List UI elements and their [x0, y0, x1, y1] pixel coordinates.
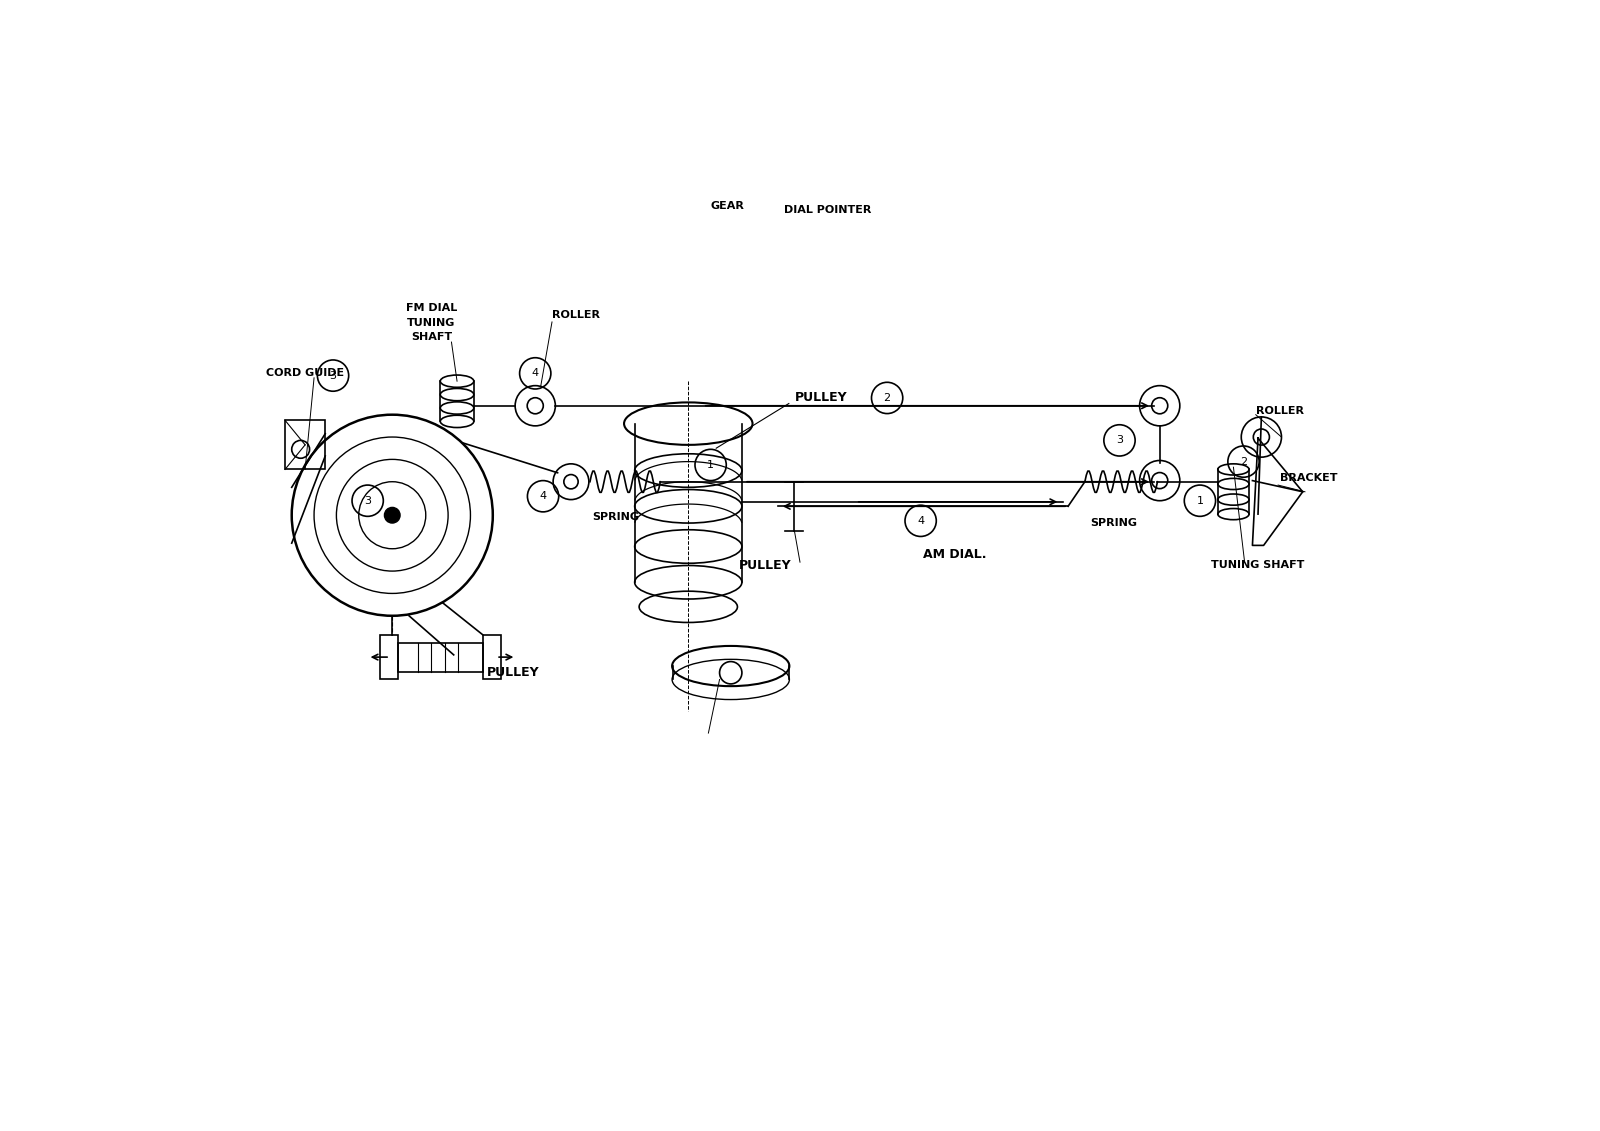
Text: 1: 1: [707, 460, 714, 470]
Text: CORD GUIDE: CORD GUIDE: [266, 369, 344, 379]
Text: 3: 3: [330, 371, 336, 381]
Text: TUNING: TUNING: [406, 318, 456, 328]
Text: PULLEY: PULLEY: [488, 666, 539, 679]
Text: SPRING: SPRING: [1091, 518, 1138, 528]
Text: FM DIAL: FM DIAL: [406, 303, 458, 313]
Text: 2: 2: [883, 392, 891, 403]
Text: 4: 4: [917, 516, 925, 526]
Text: SHAFT: SHAFT: [411, 333, 451, 342]
Text: 4: 4: [531, 369, 539, 379]
Text: ROLLER: ROLLER: [1256, 406, 1304, 416]
Text: PULLEY: PULLEY: [739, 559, 790, 572]
Text: 4: 4: [539, 491, 547, 501]
Bar: [483, 634, 501, 680]
Text: BRACKET: BRACKET: [1280, 474, 1338, 483]
Text: DIAL POINTER: DIAL POINTER: [784, 205, 872, 215]
Text: ROLLER: ROLLER: [552, 310, 600, 320]
Bar: [285, 421, 325, 469]
Text: TUNING SHAFT: TUNING SHAFT: [1211, 561, 1304, 570]
Circle shape: [384, 508, 400, 523]
Text: 1: 1: [1197, 495, 1203, 506]
Text: 2: 2: [1240, 457, 1246, 467]
Text: AM DIAL.: AM DIAL.: [923, 547, 986, 561]
Text: 3: 3: [1115, 435, 1123, 446]
Text: 3: 3: [365, 495, 371, 506]
Bar: [379, 634, 398, 680]
Text: SPRING: SPRING: [592, 512, 638, 521]
Bar: [398, 642, 483, 672]
Text: PULLEY: PULLEY: [795, 391, 846, 405]
Text: GEAR: GEAR: [710, 201, 744, 210]
